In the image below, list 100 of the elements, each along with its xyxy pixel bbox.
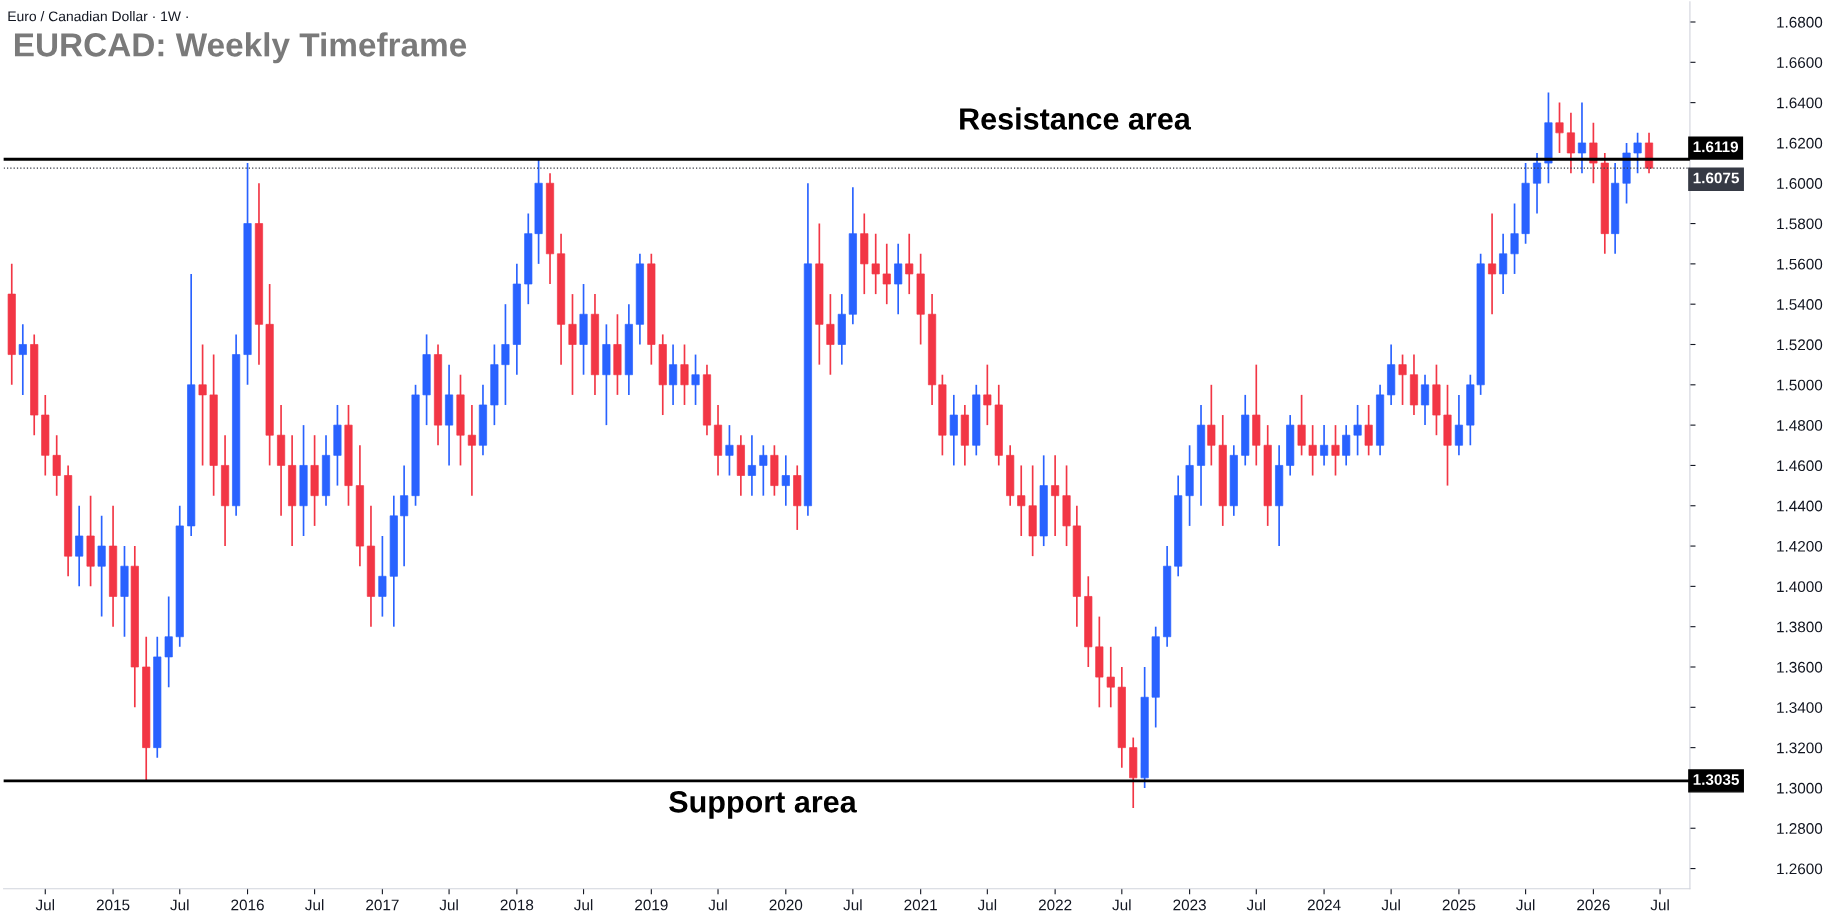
y-tick-label: 1.4400: [1777, 500, 1823, 512]
x-tick-label: Jul: [843, 899, 862, 911]
x-tick-label: Jul: [1246, 899, 1266, 911]
candlestick: [781, 454, 790, 507]
candlestick: [691, 353, 700, 406]
candlestick: [1532, 152, 1542, 215]
x-tick-label: Jul: [305, 899, 324, 911]
candlestick: [1051, 454, 1060, 537]
candlestick: [198, 343, 207, 467]
y-tick-label: 1.4600: [1777, 460, 1823, 472]
x-tick-label: Jul: [439, 899, 458, 911]
x-tick-label: 2026: [1577, 899, 1610, 911]
candlestick: [669, 343, 678, 406]
y-tick-label: 1.2800: [1777, 823, 1823, 834]
text: EURCAD: Weekly Timeframe: [14, 32, 467, 64]
candlestick: [97, 514, 106, 618]
x-tick-label: 2019: [635, 899, 668, 911]
candlestick: [1555, 101, 1564, 154]
annotation: Support area: [669, 791, 857, 819]
x-tick-label: Jul: [1381, 899, 1400, 911]
y-tick-label: 1.3800: [1777, 621, 1823, 633]
y-tick-label: 1.6800: [1777, 16, 1823, 28]
text: Euro / Canadian Dollar · 1W ·: [8, 11, 188, 22]
x-tick-label: 2025: [1442, 899, 1476, 911]
y-tick-label: 1.6000: [1777, 178, 1823, 189]
y-tick-label: 1.3200: [1777, 742, 1823, 754]
x-tick-label: 2020: [769, 899, 803, 911]
candlestick: [1420, 373, 1430, 426]
y-tick-label: 1.3400: [1777, 702, 1823, 713]
candlestick: [725, 424, 734, 477]
candlestick: [467, 404, 476, 497]
candlestick: [501, 303, 510, 406]
y-tick-label: 1.3000: [1777, 782, 1823, 794]
y-tick-label: 1.4000: [1777, 581, 1823, 593]
candlestick: [378, 535, 387, 618]
x-tick-label: Jul: [708, 899, 727, 911]
candlestick: [1454, 394, 1463, 457]
candlestick: [1320, 424, 1329, 467]
candlestick: [1499, 232, 1508, 295]
x-tick-label: 2021: [904, 899, 937, 911]
candlestick: [1577, 101, 1587, 175]
ref-line-label: 1.6075: [1693, 172, 1739, 184]
x-tick-label: 2018: [500, 899, 534, 911]
candlestick: [1106, 646, 1115, 709]
candlestick: [1364, 404, 1373, 457]
y-tick-label: 1.5800: [1777, 218, 1823, 230]
x-tick-label: 2015: [96, 899, 130, 911]
candlestick: [983, 363, 992, 426]
candlestick: [882, 242, 891, 306]
x-tick-label: Jul: [1112, 899, 1131, 911]
x-tick-label: Jul: [574, 899, 593, 911]
candlestick: [871, 232, 880, 295]
candlestick: [52, 434, 61, 497]
candlestick: [1308, 424, 1317, 477]
candlestick: [1297, 394, 1306, 457]
candlestick: [905, 232, 914, 295]
y-tick-label: 1.5200: [1777, 339, 1823, 351]
annotation: Resistance area: [960, 107, 1191, 130]
y-tick-label: 1.4800: [1777, 419, 1823, 431]
candlestick: [1633, 132, 1642, 175]
x-tick-label: Jul: [1516, 899, 1535, 911]
candlestick: [759, 444, 768, 497]
candlestick: [75, 504, 84, 588]
y-tick-label: 1.6200: [1777, 137, 1823, 149]
candlestick: [1589, 121, 1598, 185]
candlestick: [1207, 383, 1216, 467]
candlestick: [1566, 111, 1575, 175]
candlestick: [164, 595, 173, 688]
candlestick: [1331, 424, 1340, 477]
ref-line-label: 1.3035: [1693, 774, 1739, 786]
candlestick: [1017, 464, 1026, 537]
y-tick-label: 1.5000: [1777, 379, 1823, 391]
x-tick-label: Jul: [35, 899, 55, 911]
ref-line-label: 1.6119: [1693, 141, 1739, 153]
y-tick-label: 1.6400: [1777, 97, 1823, 109]
y-tick-label: 1.2600: [1777, 863, 1823, 875]
x-tick-label: 2023: [1173, 899, 1206, 911]
candlestick: [400, 464, 409, 568]
candlestick: [1342, 424, 1351, 467]
candlestick: [1353, 404, 1362, 457]
y-tick-label: 1.5600: [1777, 258, 1823, 270]
candlestick: [1488, 212, 1497, 316]
y-tick-label: 1.5400: [1777, 299, 1823, 310]
y-tick-label: 1.3600: [1777, 661, 1823, 673]
x-tick-label: 2022: [1038, 899, 1072, 911]
candlestick: [680, 343, 689, 406]
candlestick: [568, 293, 577, 396]
candlestick: [894, 242, 903, 316]
x-tick-label: 2017: [366, 899, 399, 911]
x-tick-label: Jul: [1650, 899, 1669, 911]
candlestick: [747, 434, 756, 497]
x-tick-label: 2024: [1307, 899, 1341, 911]
x-tick-label: Jul: [170, 899, 189, 911]
candlestick: [1398, 353, 1407, 406]
x-tick-label: 2016: [231, 899, 264, 911]
y-tick-label: 1.4200: [1777, 540, 1823, 552]
candlestick: [949, 394, 958, 467]
y-tick-label: 1.6600: [1777, 57, 1823, 68]
x-tick-label: Jul: [977, 899, 997, 911]
candlestick: [18, 323, 27, 396]
